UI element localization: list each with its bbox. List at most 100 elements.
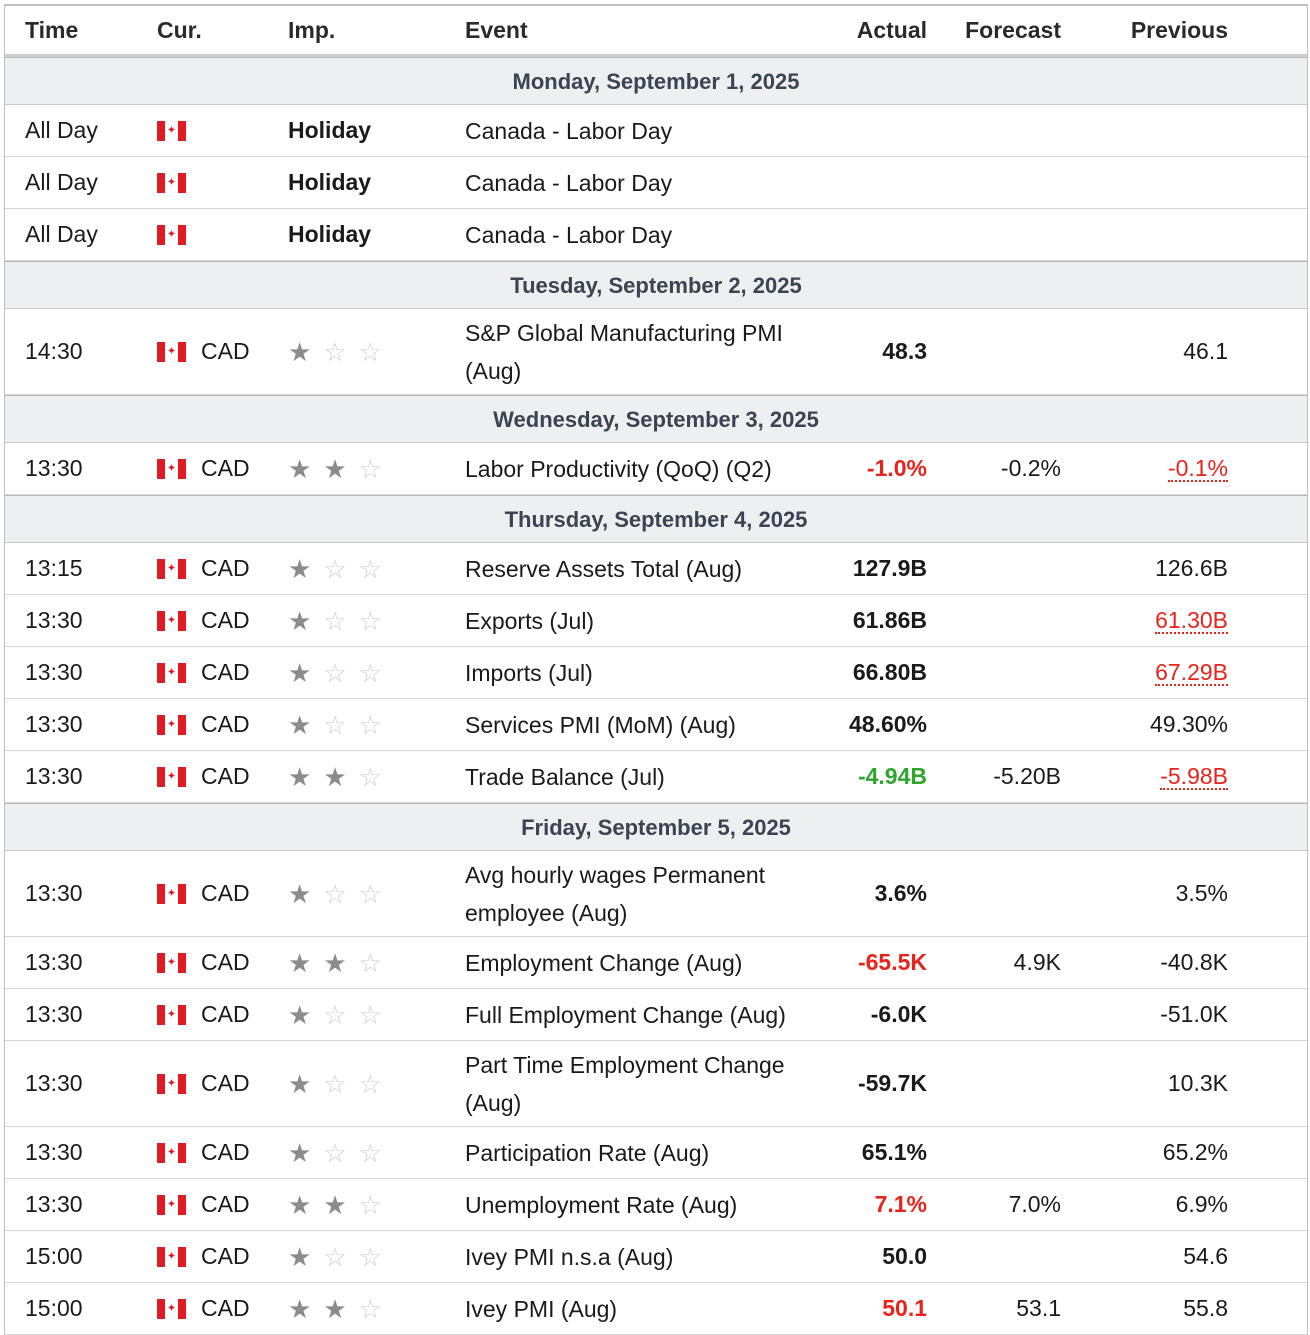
event-name[interactable]: Ivey PMI n.s.a (Aug) xyxy=(465,1243,674,1270)
star-empty-icon: ☆ xyxy=(358,1068,382,1099)
actual-value: 50.1 xyxy=(882,1283,927,1334)
canada-flag-icon: ✦ xyxy=(157,224,186,245)
event-row[interactable]: 13:30 ✦ CAD ★ ☆ ☆ Services PMI (MoM) (Aug) 48.6… xyxy=(5,699,1307,751)
previous-value[interactable]: -0.1% xyxy=(1167,443,1228,494)
event-row[interactable]: 15:00 ✦ CAD ★ ★ ☆ Ivey PMI (Aug) 50.1 53.1 55.8 xyxy=(5,1283,1307,1335)
previous-value: 54.6 xyxy=(1183,1231,1228,1282)
event-name[interactable]: Labor Productivity (QoQ) (Q2) xyxy=(465,455,772,482)
star-empty-icon: ☆ xyxy=(358,1241,382,1272)
event-row[interactable]: 13:30 ✦ CAD ★ ☆ ☆ Avg hourly wages Permanent e… xyxy=(5,851,1307,937)
star-empty-icon: ☆ xyxy=(323,1068,347,1099)
importance-cell: Holiday xyxy=(288,157,371,208)
star-filled-icon: ★ xyxy=(288,553,312,584)
event-row[interactable]: All Day ✦ Holiday Canada - Labor Day xyxy=(5,105,1307,157)
event-row[interactable]: 13:30 ✦ CAD ★ ★ ☆ Employment Change (Aug) -65.5… xyxy=(5,937,1307,989)
event-row[interactable]: 13:30 ✦ CAD ★ ☆ ☆ Participation Rate (Aug) 65.1… xyxy=(5,1127,1307,1179)
event-row[interactable]: 13:30 ✦ CAD ★ ★ ☆ Labor Productivity (QoQ) (Q2… xyxy=(5,443,1307,495)
header-currency[interactable]: Cur. xyxy=(157,16,202,43)
actual-value: 3.6% xyxy=(875,851,927,936)
actual-text: -59.7K xyxy=(857,1070,927,1096)
table-body: Monday, September 1, 2025 All Day ✦ Holiday… xyxy=(5,57,1307,1335)
star-filled-icon: ★ xyxy=(288,878,312,909)
canada-flag-icon: ✦ xyxy=(157,1142,186,1163)
currency-code: CAD xyxy=(201,1070,250,1096)
previous-value[interactable]: -5.98B xyxy=(1160,751,1228,802)
event-name[interactable]: Imports (Jul) xyxy=(465,659,593,686)
importance-stars: ★ ☆ ☆ xyxy=(288,1071,382,1097)
header-previous[interactable]: Previous xyxy=(1130,16,1228,43)
importance-cell: ★ ☆ ☆ xyxy=(288,647,382,698)
star-empty-icon: ☆ xyxy=(358,336,382,367)
currency-code: CAD xyxy=(201,555,250,581)
event-name[interactable]: Employment Change (Aug) xyxy=(465,949,743,976)
event-name[interactable]: Canada - Labor Day xyxy=(465,169,673,196)
previous-text: 49.30% xyxy=(1149,711,1228,737)
canada-flag-icon: ✦ xyxy=(157,172,186,193)
economic-calendar-table: Time Cur. Imp. Event Actual Forecast Pre… xyxy=(4,4,1308,1335)
star-empty-icon: ☆ xyxy=(358,605,382,636)
event-time: 13:30 xyxy=(25,659,83,685)
event-name[interactable]: S&P Global Manufacturing PMI (Aug) xyxy=(465,319,783,384)
event-time: 13:30 xyxy=(25,1139,83,1165)
importance-cell: ★ ☆ ☆ xyxy=(288,309,382,394)
event-name[interactable]: Part Time Employment Change (Aug) xyxy=(465,1051,785,1116)
event-name[interactable]: Canada - Labor Day xyxy=(465,221,673,248)
event-time: 13:30 xyxy=(25,607,83,633)
star-empty-icon: ☆ xyxy=(323,336,347,367)
canada-flag-icon: ✦ xyxy=(157,1004,186,1025)
event-row[interactable]: 13:30 ✦ CAD ★ ★ ☆ Unemployment Rate (Aug) 7.1% 7… xyxy=(5,1179,1307,1231)
header-actual[interactable]: Actual xyxy=(856,16,927,43)
event-row[interactable]: 13:30 ✦ CAD ★ ☆ ☆ Exports (Jul) 61.86B 61.30B xyxy=(5,595,1307,647)
previous-text: -0.1% xyxy=(1167,454,1228,482)
actual-text: 50.1 xyxy=(882,1295,927,1321)
star-filled-icon: ★ xyxy=(288,1137,312,1168)
event-row[interactable]: All Day ✦ Holiday Canada - Labor Day xyxy=(5,209,1307,261)
event-row[interactable]: 13:30 ✦ CAD ★ ★ ☆ Trade Balance (Jul) -4.94B -5.… xyxy=(5,751,1307,803)
currency-code: CAD xyxy=(201,338,250,364)
star-filled-icon: ★ xyxy=(288,657,312,688)
header-forecast[interactable]: Forecast xyxy=(965,16,1061,43)
header-event[interactable]: Event xyxy=(465,17,528,43)
previous-text: 46.1 xyxy=(1183,338,1228,364)
header-importance[interactable]: Imp. xyxy=(288,16,336,43)
event-row[interactable]: 14:30 ✦ CAD ★ ☆ ☆ S&P Global Manufacturing PMI… xyxy=(5,309,1307,395)
event-row[interactable]: 13:15 ✦ CAD ★ ☆ ☆ Reserve Assets Total (Aug) 12… xyxy=(5,543,1307,595)
event-row[interactable]: 13:30 ✦ CAD ★ ☆ ☆ Part Time Employment Change … xyxy=(5,1041,1307,1127)
event-row[interactable]: All Day ✦ Holiday Canada - Labor Day xyxy=(5,157,1307,209)
importance-cell: ★ ☆ ☆ xyxy=(288,1127,382,1178)
previous-text: -51.0K xyxy=(1160,1001,1228,1027)
event-name[interactable]: Trade Balance (Jul) xyxy=(465,763,665,790)
forecast-value: 53.1 xyxy=(1016,1295,1061,1321)
importance-cell: ★ ☆ ☆ xyxy=(288,1231,382,1282)
actual-text: 48.60% xyxy=(848,711,927,737)
actual-value: 7.1% xyxy=(875,1179,927,1230)
event-time: All Day xyxy=(25,117,98,143)
actual-value: -1.0% xyxy=(867,443,927,494)
event-name[interactable]: Ivey PMI (Aug) xyxy=(465,1295,618,1322)
star-empty-icon: ☆ xyxy=(358,453,382,484)
previous-value[interactable]: 61.30B xyxy=(1155,595,1228,646)
event-time: 13:30 xyxy=(25,949,83,975)
header-time[interactable]: Time xyxy=(25,16,79,43)
event-name[interactable]: Participation Rate (Aug) xyxy=(465,1139,710,1166)
currency-cell: ✦ CAD xyxy=(157,543,250,594)
currency-code: CAD xyxy=(201,711,250,737)
actual-text: -65.5K xyxy=(857,949,927,975)
previous-value[interactable]: 67.29B xyxy=(1155,647,1228,698)
event-row[interactable]: 13:30 ✦ CAD ★ ☆ ☆ Full Employment Change (Aug)… xyxy=(5,989,1307,1041)
event-name[interactable]: Full Employment Change (Aug) xyxy=(465,1001,786,1028)
table-header: Time Cur. Imp. Event Actual Forecast Pre… xyxy=(5,6,1307,57)
event-time: All Day xyxy=(25,169,98,195)
event-name[interactable]: Avg hourly wages Permanent employee (Aug… xyxy=(465,861,766,926)
event-name[interactable]: Exports (Jul) xyxy=(465,607,595,634)
importance-stars: ★ ☆ ☆ xyxy=(288,1140,382,1166)
currency-code: CAD xyxy=(201,1243,250,1269)
currency-code: CAD xyxy=(201,455,250,481)
event-row[interactable]: 13:30 ✦ CAD ★ ☆ ☆ Imports (Jul) 66.80B 67.29B xyxy=(5,647,1307,699)
event-row[interactable]: 15:00 ✦ CAD ★ ☆ ☆ Ivey PMI n.s.a (Aug) 50.0 54.6 xyxy=(5,1231,1307,1283)
event-name[interactable]: Services PMI (MoM) (Aug) xyxy=(465,711,736,738)
event-name[interactable]: Unemployment Rate (Aug) xyxy=(465,1191,738,1218)
event-name[interactable]: Canada - Labor Day xyxy=(465,117,673,144)
canada-flag-icon: ✦ xyxy=(157,458,186,479)
event-name[interactable]: Reserve Assets Total (Aug) xyxy=(465,555,742,582)
